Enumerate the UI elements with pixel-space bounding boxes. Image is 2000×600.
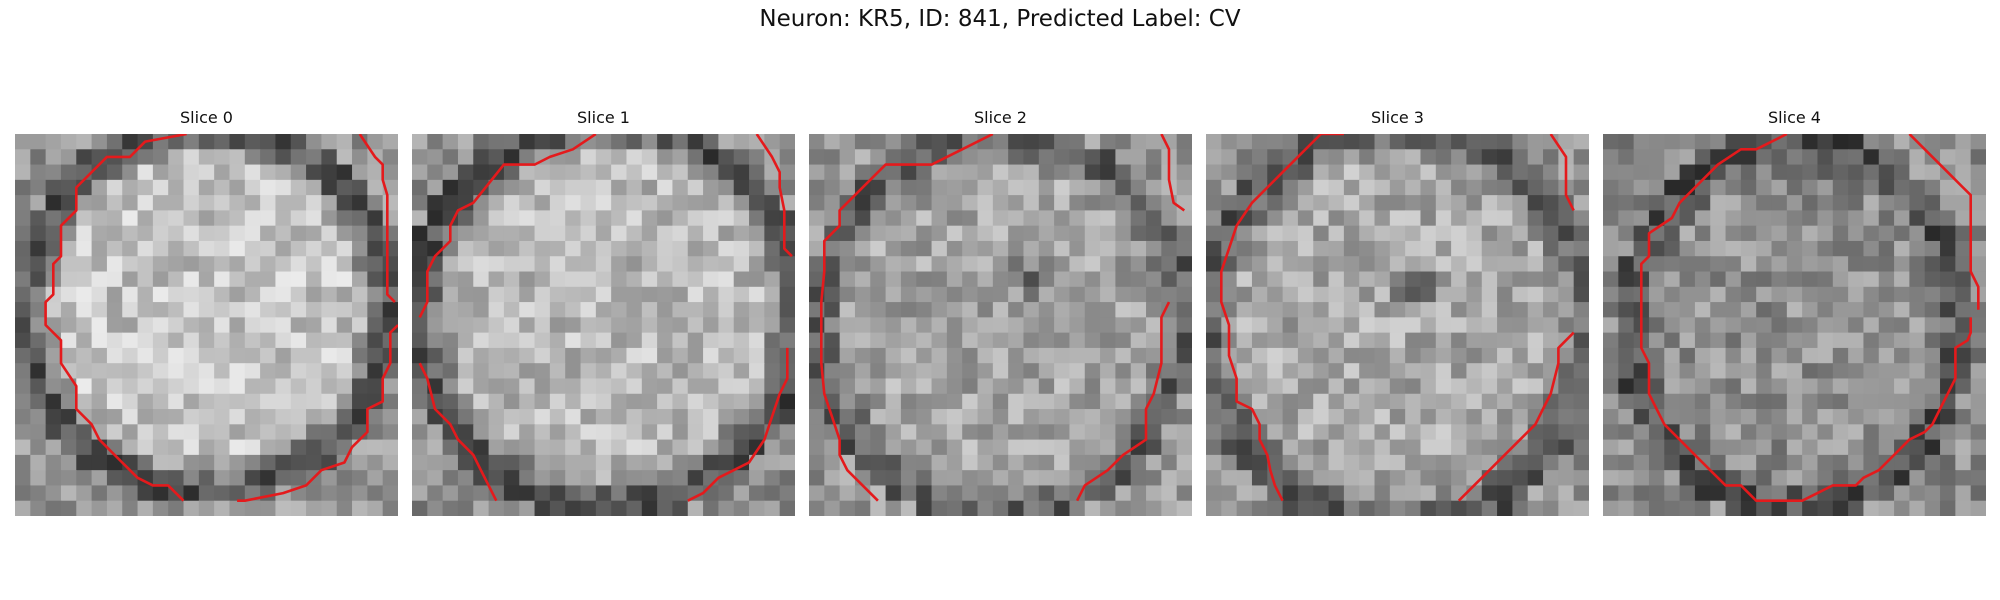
slice-image-svg	[1206, 134, 1589, 516]
slice-image-svg	[15, 134, 398, 516]
contour-line-2	[358, 134, 396, 304]
slice-title: Slice 2	[974, 108, 1027, 127]
contour-line-1	[1075, 301, 1171, 502]
slice-title: Slice 3	[1371, 108, 1424, 127]
slice-image	[15, 134, 398, 516]
slice-image-svg	[1603, 134, 1986, 516]
slice-image-svg	[809, 134, 1192, 516]
contour-line-1	[1908, 134, 1980, 310]
contour-line-0	[820, 134, 994, 502]
slice-title: Slice 4	[1768, 108, 1821, 127]
slice-image	[1206, 134, 1589, 516]
figure-title: Neuron: KR5, ID: 841, Predicted Label: C…	[759, 6, 1241, 32]
contour-line-1	[1457, 331, 1575, 502]
contour-line-0	[1220, 134, 1344, 502]
contour-line-2	[1549, 134, 1575, 211]
slice-image	[1603, 134, 1986, 516]
contour-line-3	[755, 134, 793, 258]
contour-line-0	[44, 134, 187, 502]
slice-image	[809, 134, 1192, 516]
contour-line-2	[1160, 134, 1186, 212]
slice-image-svg	[412, 134, 795, 516]
contour-line-1	[237, 324, 398, 503]
slice-image	[412, 134, 795, 516]
contour-line-0	[418, 134, 597, 318]
slice-title: Slice 0	[180, 108, 233, 127]
slice-title: Slice 1	[577, 108, 630, 127]
contour-line-0	[1639, 134, 1973, 503]
contour-line-1	[418, 362, 498, 502]
contour-line-2	[687, 347, 789, 502]
